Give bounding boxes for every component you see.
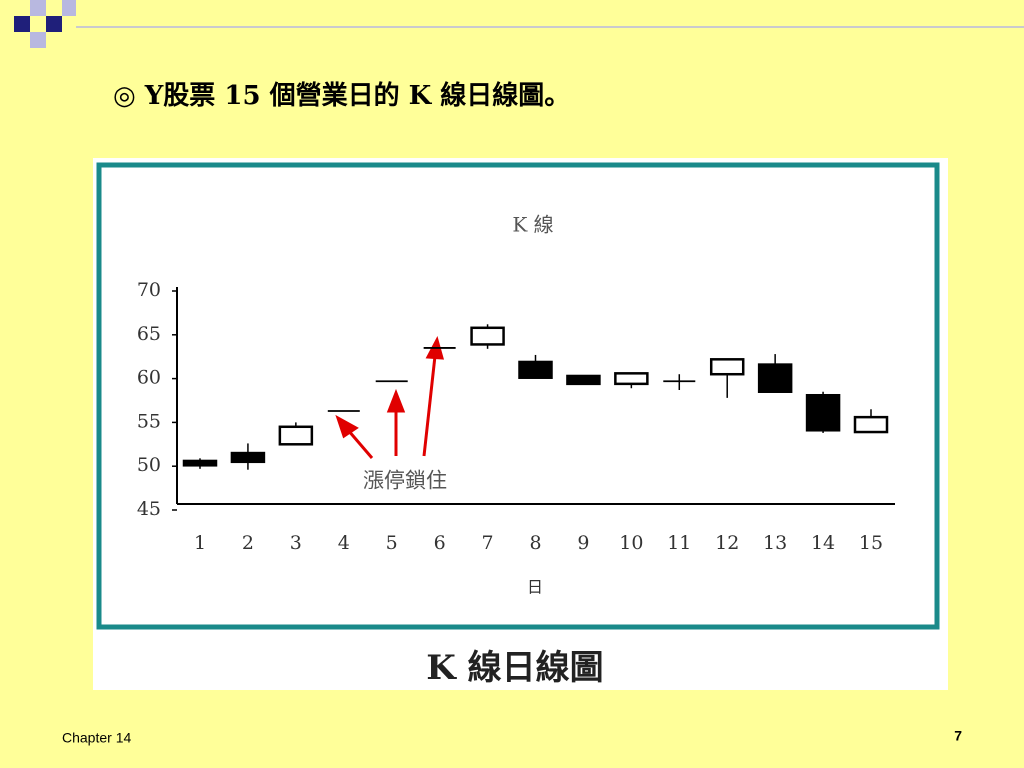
slide-title: ◎ Y股票 15 個營業日的 K 線日線圖。 — [113, 80, 570, 111]
x-axis-label: 日 — [527, 578, 543, 597]
y-tick-label: 70 — [137, 279, 161, 301]
x-tick-label: 13 — [763, 532, 787, 554]
deco-square — [30, 32, 46, 48]
arrow-head — [335, 414, 359, 439]
deco-square — [46, 16, 62, 32]
arrow — [422, 355, 437, 457]
page-number: 7 — [954, 728, 962, 744]
candle-body — [278, 425, 314, 446]
candle-body — [182, 459, 218, 467]
x-tick-label: 2 — [242, 532, 254, 554]
x-tick-label: 11 — [667, 532, 691, 554]
y-tick-label: 45 — [137, 498, 161, 520]
decoration — [14, 0, 1024, 48]
y-tick-label: 60 — [137, 367, 161, 389]
y-tick-label: 50 — [137, 454, 161, 476]
x-tick-label: 8 — [529, 532, 541, 554]
deco-square — [30, 0, 46, 16]
x-tick-label: 15 — [859, 532, 883, 554]
candle-body — [566, 374, 601, 386]
x-tick-label: 14 — [811, 532, 835, 554]
candle-body — [805, 393, 841, 432]
annotation-arrows — [335, 335, 445, 459]
chart-frame — [96, 162, 940, 630]
candle-body — [614, 372, 649, 386]
candle-body — [757, 363, 793, 393]
image-panel — [93, 158, 948, 690]
candle-body — [230, 451, 266, 464]
candle-body — [709, 358, 745, 376]
y-tick-label: 55 — [137, 410, 161, 432]
candle-body — [518, 360, 553, 379]
x-tick-label: 9 — [577, 532, 589, 554]
annotation: 漲停鎖住 — [363, 469, 447, 493]
x-tick-label: 1 — [194, 532, 206, 554]
footer: Chapter 14 — [62, 730, 131, 746]
x-tick-label: 12 — [715, 532, 739, 554]
deco-square — [62, 0, 76, 16]
deco-square — [14, 16, 30, 32]
y-tick-label: 65 — [137, 323, 161, 345]
candle-body — [470, 326, 505, 346]
x-tick-label: 6 — [434, 532, 446, 554]
arrow — [346, 429, 374, 459]
x-tick-label: 5 — [386, 532, 398, 554]
chart-title: K 線 — [512, 213, 553, 237]
x-tick-label: 4 — [338, 532, 350, 554]
x-tick-label: 7 — [482, 532, 494, 554]
image-caption: K 線日線圖 — [426, 648, 603, 688]
x-tick-label: 3 — [290, 532, 302, 554]
candle-body — [853, 415, 889, 434]
x-tick-label: 10 — [619, 532, 643, 554]
arrow-head — [386, 388, 406, 413]
